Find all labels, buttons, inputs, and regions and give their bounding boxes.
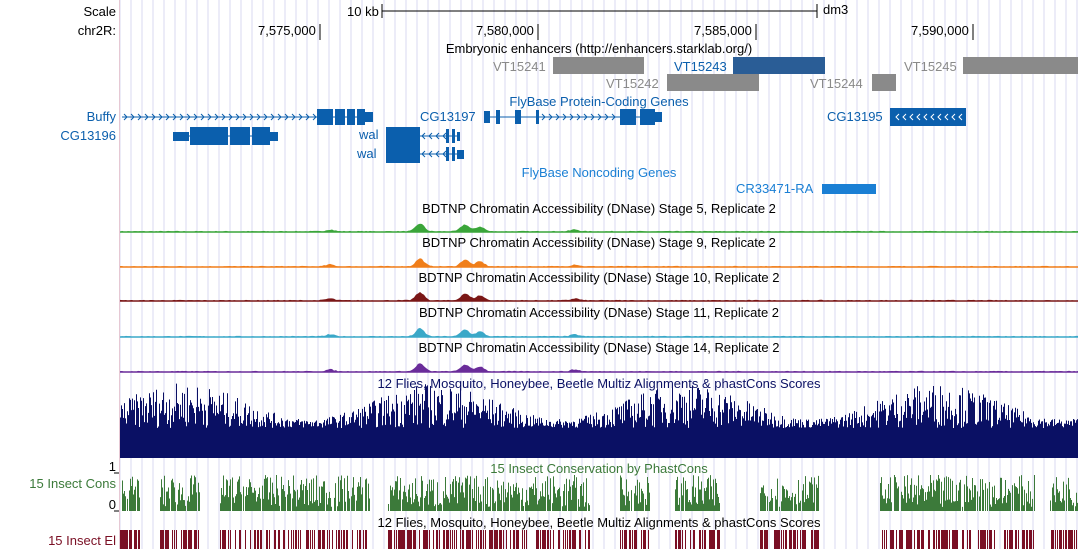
scale-bar	[381, 4, 818, 18]
noncoding-track-title[interactable]: FlyBase Noncoding Genes	[521, 165, 677, 180]
dnase-stage10-title[interactable]: BDTNP Chromatin Accessibility (DNase) St…	[418, 270, 780, 285]
elements-track-label[interactable]: 15 Insect El	[48, 533, 116, 548]
cons-track-title[interactable]: 15 Insect Conservation by PhastCons	[490, 461, 708, 476]
enhancer-label-vt15241[interactable]: VT15241	[493, 59, 546, 74]
assembly-label: dm3	[823, 2, 849, 17]
gene-label-cg13197[interactable]: CG13197	[420, 109, 476, 124]
enhancer-block-vt15241[interactable]	[553, 57, 644, 74]
gene-buffy[interactable]	[122, 109, 373, 125]
cons-min-label: 0	[108, 497, 116, 512]
ruler-pos-3: 7,585,000	[694, 23, 752, 38]
enhancer-label-vt15244[interactable]: VT15244	[810, 76, 863, 91]
gene-cg13196[interactable]	[173, 127, 278, 145]
enhancer-block-vt15243[interactable]	[733, 57, 825, 74]
dnase-stage11-title[interactable]: BDTNP Chromatin Accessibility (DNase) St…	[418, 305, 780, 320]
browser-track-area[interactable]: 10 kb dm3 7,575,000 7,580,000 7,585,000 …	[114, 0, 1078, 549]
ruler	[319, 4, 974, 40]
dnase-stage5-title[interactable]: BDTNP Chromatin Accessibility (DNase) St…	[422, 201, 776, 216]
elements-blocks	[120, 530, 1077, 549]
multiz-signal	[120, 383, 1078, 458]
elements-track-title[interactable]: 12 Flies, Mosquito, Honeybee, Beetle Mul…	[377, 515, 821, 530]
dnase-stage9-title[interactable]: BDTNP Chromatin Accessibility (DNase) St…	[422, 235, 776, 250]
cons-max-label: 1	[108, 459, 116, 474]
position-ticks	[319, 24, 974, 40]
enhancer-block-vt15242[interactable]	[667, 74, 759, 91]
ruler-pos-4: 7,590,000	[911, 23, 969, 38]
ruler-pos-2: 7,580,000	[476, 23, 534, 38]
multiz-track-title[interactable]: 12 Flies, Mosquito, Honeybee, Beetle Mul…	[377, 376, 821, 391]
noncoding-block-cr33471[interactable]	[822, 184, 876, 194]
scale-text: 10 kb	[347, 4, 379, 19]
dnase-stage14-title[interactable]: BDTNP Chromatin Accessibility (DNase) St…	[418, 340, 780, 355]
gene-wal-1[interactable]	[386, 127, 460, 145]
dnase-signal-tracks	[120, 223, 1078, 373]
enhancer-label-vt15245[interactable]: VT15245	[904, 59, 957, 74]
ruler-pos-1: 7,575,000	[258, 23, 316, 38]
enhancer-label-vt15243[interactable]: VT15243	[674, 59, 727, 74]
gene-cg13197[interactable]	[484, 109, 662, 125]
noncoding-models	[822, 184, 876, 194]
cons-track-label[interactable]: 15 Insect Cons	[29, 476, 116, 491]
scale-label: Scale	[83, 4, 116, 19]
gene-cg13195[interactable]	[890, 108, 966, 126]
chrom-label: chr2R:	[77, 23, 116, 38]
gene-label-wal-1[interactable]: wal	[359, 127, 379, 142]
enhancer-block-vt15245[interactable]	[963, 57, 1078, 74]
enhancers-track-title[interactable]: Embryonic enhancers (http://enhancers.st…	[445, 41, 753, 56]
gene-label-cg13196[interactable]: CG13196	[60, 128, 116, 143]
gene-label-wal-2[interactable]: wal	[357, 146, 377, 161]
noncoding-label-cr33471[interactable]: CR33471-RA	[736, 181, 814, 196]
enhancer-block-vt15244[interactable]	[872, 74, 896, 91]
gene-models	[122, 108, 966, 163]
gene-label-cg13195[interactable]: CG13195	[827, 109, 883, 124]
gene-wal-2[interactable]	[386, 145, 464, 163]
track-label-gutter: Scale chr2R: Buffy CG13196 15 Insect Con…	[0, 0, 119, 549]
cons-signal	[114, 472, 1078, 512]
genes-track-title[interactable]: FlyBase Protein-Coding Genes	[509, 94, 689, 109]
gene-label-buffy[interactable]: Buffy	[86, 109, 116, 124]
enhancer-blocks	[553, 57, 1078, 91]
enhancer-label-vt15242[interactable]: VT15242	[606, 76, 659, 91]
